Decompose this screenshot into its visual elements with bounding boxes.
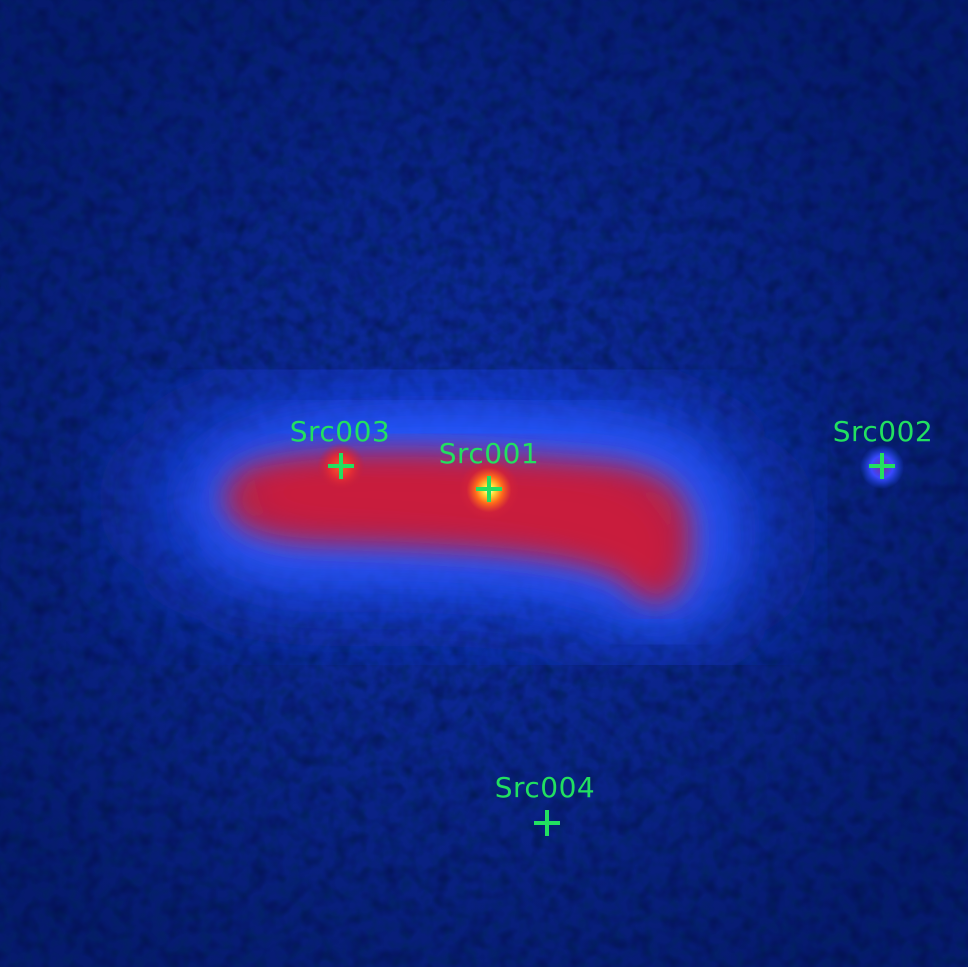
crosshair-icon[interactable] — [534, 810, 560, 836]
crosshair-icon[interactable] — [328, 453, 354, 479]
crosshair-icon[interactable] — [476, 476, 502, 502]
source-label-src001: Src001 — [438, 437, 540, 470]
source-label-src003: Src003 — [289, 415, 391, 448]
source-label-src004: Src004 — [494, 771, 596, 804]
source-label-src002: Src002 — [832, 415, 934, 448]
crosshair-icon[interactable] — [869, 453, 895, 479]
